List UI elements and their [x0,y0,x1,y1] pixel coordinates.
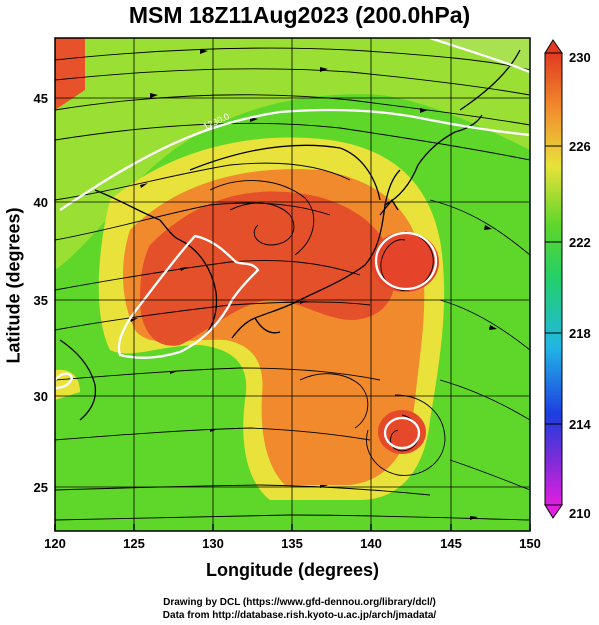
y-tick-25: 25 [34,480,48,495]
x-axis-label: Longitude (degrees) [205,560,379,580]
y-tick-45: 45 [34,91,48,106]
x-tick-135: 135 [281,536,303,551]
colorbar-tick-210: 210 [569,506,591,521]
x-tick-marks [54,524,531,531]
colorbar-tick-214: 214 [569,417,591,432]
credit-line-1: Drawing by DCL (https://www.gfd-dennou.o… [163,597,436,608]
x-tick-140: 140 [360,536,382,551]
x-tick-125: 125 [123,536,145,551]
colorbar-tick-230: 230 [569,50,591,65]
y-tick-labels: 45 40 35 30 25 [34,91,48,495]
colorbar-tick-222: 222 [569,235,591,250]
x-tick-150: 150 [519,536,541,551]
colorbar-tick-226: 226 [569,139,591,154]
grid-lines [55,38,530,531]
credit-line-2: Data from http://database.rish.kyoto-u.a… [162,610,437,621]
contour-lines [55,38,530,450]
x-tick-labels: 120 125 130 135 140 145 150 [44,536,541,551]
y-tick-40: 40 [34,195,48,210]
x-tick-120: 120 [44,536,66,551]
map-title: MSM 18Z11Aug2023 (200.0hPa) [128,2,471,28]
x-tick-130: 130 [202,536,224,551]
colorbar: 230 226 222 218 214 210 [544,39,591,521]
x-tick-145: 145 [440,536,462,551]
y-tick-35: 35 [34,293,48,308]
y-axis-label: Latitude (degrees) [3,207,24,364]
coastlines [59,49,521,421]
y-tick-30: 30 [34,389,48,404]
colorbar-tick-218: 218 [569,326,591,341]
